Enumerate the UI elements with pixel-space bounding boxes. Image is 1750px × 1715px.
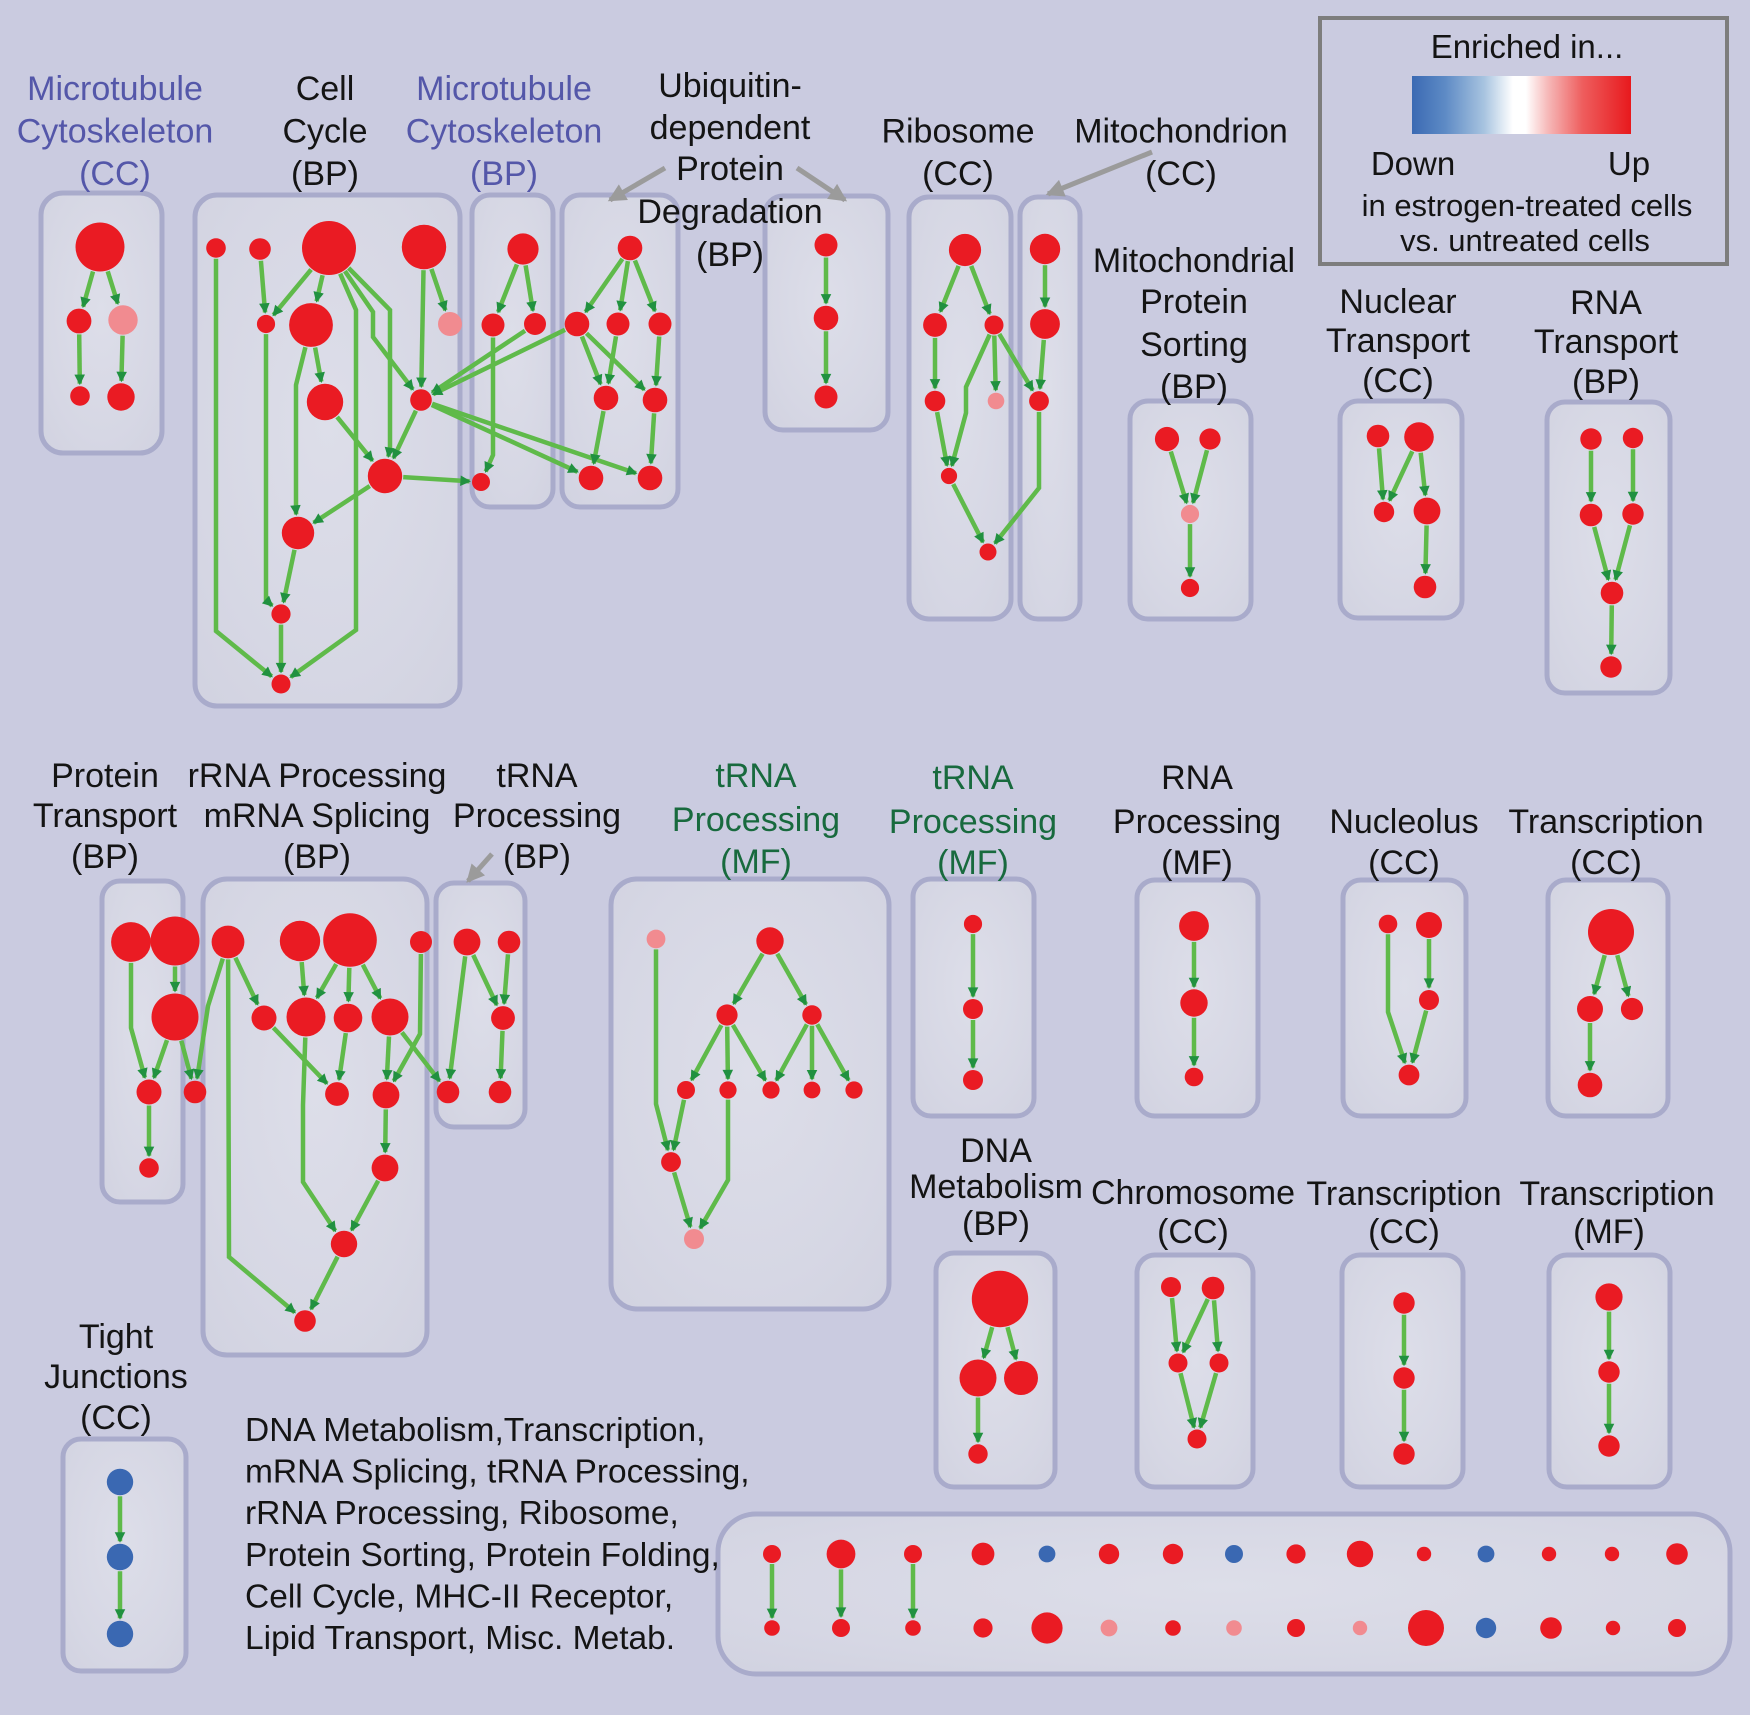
svg-text:in estrogen-treated cells: in estrogen-treated cells [1362,188,1693,223]
svg-text:Transport: Transport [1534,323,1679,361]
svg-text:Processing: Processing [672,801,840,839]
svg-text:rRNA Processing: rRNA Processing [188,757,447,795]
svg-text:(CC): (CC) [1368,844,1440,882]
svg-text:tRNA: tRNA [932,759,1014,797]
svg-text:(CC): (CC) [1145,155,1217,193]
svg-text:tRNA: tRNA [496,757,578,795]
svg-text:(CC): (CC) [1362,362,1434,400]
svg-text:Transcription: Transcription [1508,803,1703,841]
svg-text:mRNA Splicing: mRNA Splicing [204,797,431,835]
svg-text:(BP): (BP) [962,1205,1030,1243]
svg-text:Up: Up [1608,145,1650,182]
svg-text:Processing: Processing [889,803,1057,841]
svg-text:(BP): (BP) [71,838,139,876]
svg-text:(BP): (BP) [1160,368,1228,406]
svg-text:DNA: DNA [960,1132,1032,1170]
svg-text:Cell Cycle, MHC-II Receptor,: Cell Cycle, MHC-II Receptor, [245,1578,673,1615]
svg-text:(MF): (MF) [720,843,792,881]
svg-text:Transport: Transport [33,797,178,835]
svg-text:Transcription: Transcription [1306,1175,1501,1213]
svg-text:vs. untreated cells: vs. untreated cells [1400,223,1650,258]
svg-text:Cycle: Cycle [282,113,367,151]
svg-text:Sorting: Sorting [1140,326,1248,364]
svg-text:(CC): (CC) [79,155,151,193]
svg-text:Down: Down [1371,145,1455,182]
svg-text:(MF): (MF) [1161,844,1233,882]
svg-text:RNA: RNA [1161,759,1233,797]
svg-text:Chromosome: Chromosome [1091,1174,1295,1212]
svg-text:RNA: RNA [1570,284,1642,322]
svg-text:Protein: Protein [51,757,159,795]
svg-text:rRNA Processing, Ribosome,: rRNA Processing, Ribosome, [245,1495,679,1532]
svg-text:(BP): (BP) [1572,363,1640,401]
svg-text:(MF): (MF) [937,844,1009,882]
svg-text:Mitochondrion: Mitochondrion [1074,113,1288,151]
svg-text:Processing: Processing [453,797,621,835]
svg-text:(CC): (CC) [1368,1213,1440,1251]
svg-text:tRNA: tRNA [715,757,797,795]
svg-text:(MF): (MF) [1573,1213,1645,1251]
svg-text:(CC): (CC) [80,1399,152,1437]
svg-text:Metabolism: Metabolism [909,1168,1083,1206]
svg-text:(BP): (BP) [291,155,359,193]
svg-text:Protein: Protein [1140,283,1248,321]
svg-text:(BP): (BP) [283,838,351,876]
svg-text:(BP): (BP) [470,155,538,193]
svg-text:(CC): (CC) [922,155,994,193]
svg-text:Degradation: Degradation [637,193,822,231]
svg-text:Nucleolus: Nucleolus [1329,803,1478,841]
svg-text:mRNA Splicing, tRNA Processing: mRNA Splicing, tRNA Processing, [245,1454,750,1491]
svg-text:Cytoskeleton: Cytoskeleton [17,113,214,151]
svg-text:dependent: dependent [650,109,811,147]
svg-text:Nuclear: Nuclear [1339,283,1456,321]
svg-text:Protein Sorting, Protein Foldi: Protein Sorting, Protein Folding, [245,1537,720,1574]
svg-text:(CC): (CC) [1570,844,1642,882]
svg-text:DNA Metabolism,Transcription,: DNA Metabolism,Transcription, [245,1412,705,1449]
svg-text:Lipid Transport, Misc. Metab.: Lipid Transport, Misc. Metab. [245,1620,675,1657]
svg-text:Junctions: Junctions [44,1358,188,1396]
svg-text:Mitochondrial: Mitochondrial [1093,242,1295,280]
svg-text:Transcription: Transcription [1519,1175,1714,1213]
svg-text:Cytoskeleton: Cytoskeleton [406,113,603,151]
svg-text:Ubiquitin-: Ubiquitin- [658,67,802,105]
svg-text:(BP): (BP) [503,838,571,876]
svg-text:(CC): (CC) [1157,1213,1229,1251]
svg-text:Ribosome: Ribosome [881,113,1034,151]
svg-text:(BP): (BP) [696,236,764,274]
svg-text:Enriched in...: Enriched in... [1431,28,1624,65]
svg-text:Processing: Processing [1113,803,1281,841]
svg-text:Tight: Tight [79,1318,154,1356]
svg-text:Transport: Transport [1326,322,1471,360]
svg-text:Microtubule: Microtubule [416,70,592,108]
svg-text:Protein: Protein [676,150,784,188]
svg-text:Cell: Cell [296,70,355,108]
svg-text:Microtubule: Microtubule [27,70,203,108]
